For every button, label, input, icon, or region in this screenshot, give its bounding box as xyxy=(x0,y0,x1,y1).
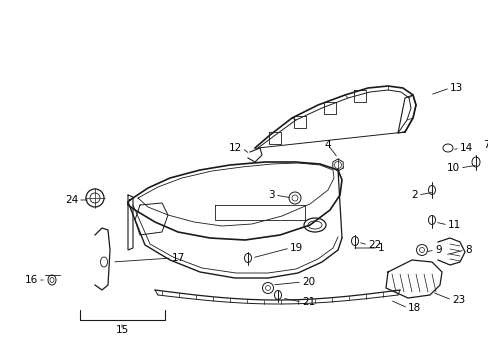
Text: 4: 4 xyxy=(324,140,331,150)
Text: 24: 24 xyxy=(64,195,78,205)
Text: 21: 21 xyxy=(302,297,315,307)
Text: 16: 16 xyxy=(25,275,38,285)
Text: 22: 22 xyxy=(367,240,381,250)
Text: 14: 14 xyxy=(459,143,472,153)
Text: 7: 7 xyxy=(482,140,488,150)
Text: 12: 12 xyxy=(228,143,242,153)
Text: 1: 1 xyxy=(377,243,384,253)
Text: 9: 9 xyxy=(434,245,441,255)
Text: 10: 10 xyxy=(446,163,459,173)
Text: 20: 20 xyxy=(302,277,314,287)
Text: 3: 3 xyxy=(268,190,274,200)
Text: 8: 8 xyxy=(464,245,470,255)
Text: 13: 13 xyxy=(449,83,462,93)
Text: 17: 17 xyxy=(172,253,185,263)
Text: 15: 15 xyxy=(115,325,128,335)
Text: 18: 18 xyxy=(407,303,420,313)
Text: 19: 19 xyxy=(289,243,303,253)
Text: 11: 11 xyxy=(447,220,460,230)
Text: 2: 2 xyxy=(410,190,417,200)
Text: 23: 23 xyxy=(451,295,464,305)
